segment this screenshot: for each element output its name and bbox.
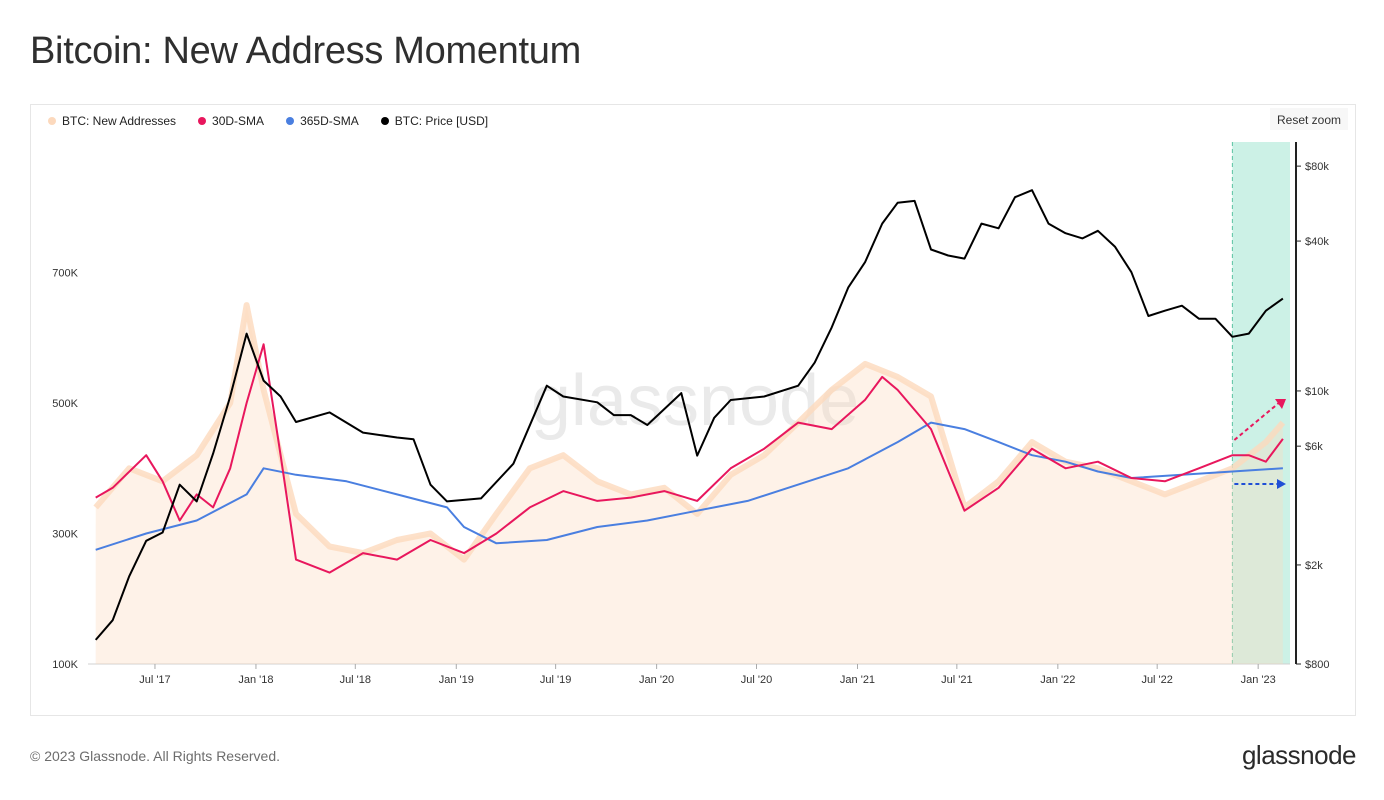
series-30d-sma-line[interactable] — [95, 343, 1284, 574]
legend-label-365d-sma: 365D-SMA — [300, 114, 359, 128]
x-tick-label: Jul '19 — [540, 674, 571, 686]
footer-logo: glassnode — [1241, 740, 1357, 770]
series-new-addresses-area — [95, 305, 1283, 664]
y-right-tick-label: $6k — [1305, 441, 1323, 453]
legend-marker-btc-price — [380, 117, 389, 125]
series-new-addresses-line[interactable] — [93, 302, 1286, 563]
annotation-arrowhead-365d-sma — [1277, 479, 1286, 489]
chart-panel — [30, 104, 1356, 716]
y-left-tick-label: 700K — [52, 268, 78, 280]
legend-item-30d-sma[interactable]: 30D-SMA — [198, 114, 264, 128]
y-right-tick-label: $80k — [1305, 161, 1329, 173]
x-tick-label: Jan '19 — [439, 674, 474, 686]
x-tick-label: Jul '17 — [139, 674, 170, 686]
legend-label-new-addresses: BTC: New Addresses — [62, 114, 177, 128]
series-365d-sma-line[interactable] — [95, 421, 1283, 551]
legend-item-new-addresses[interactable]: BTC: New Addresses — [48, 114, 176, 128]
annotation-arrowhead-30d-sma — [1275, 399, 1286, 409]
x-tick-label: Jul '20 — [741, 674, 772, 686]
y-right-tick-label: $40k — [1305, 236, 1329, 248]
y-right-tick-label: $800 — [1305, 659, 1329, 671]
x-tick-label: Jan '22 — [1040, 674, 1075, 686]
x-tick-label: Jul '22 — [1141, 674, 1172, 686]
y-left-tick-label: 500K — [52, 398, 78, 410]
y-left-tick-label: 300K — [52, 529, 78, 541]
x-tick-label: Jul '21 — [941, 674, 972, 686]
series-btc-price-line[interactable] — [94, 189, 1284, 641]
reset-zoom-button[interactable]: Reset zoom — [1270, 108, 1348, 130]
page-title: Bitcoin: New Address Momentum — [30, 30, 581, 72]
footer-copyright: © 2023 Glassnode. All Rights Reserved. — [30, 748, 281, 764]
legend-label-30d-sma: 30D-SMA — [212, 114, 265, 128]
y-right-tick-label: $10k — [1305, 386, 1329, 398]
x-tick-label: Jan '21 — [840, 674, 875, 686]
x-tick-label: Jan '23 — [1241, 674, 1276, 686]
legend-marker-30d-sma — [198, 117, 207, 125]
x-tick-label: Jul '18 — [340, 674, 371, 686]
annotation-arrow-30d-sma — [1233, 401, 1281, 441]
y-left-tick-label: 100K — [52, 659, 78, 671]
x-tick-label: Jan '18 — [238, 674, 273, 686]
chart-legend: BTC: New Addresses 30D-SMA 365D-SMA BTC:… — [48, 114, 488, 128]
y-right-tick-label: $2k — [1305, 560, 1323, 572]
legend-marker-365d-sma — [286, 117, 295, 125]
legend-label-btc-price: BTC: Price [USD] — [394, 114, 489, 128]
x-tick-label: Jan '20 — [639, 674, 674, 686]
legend-item-btc-price[interactable]: BTC: Price [USD] — [380, 114, 489, 128]
legend-item-365d-sma[interactable]: 365D-SMA — [286, 114, 359, 128]
legend-marker-new-addresses — [48, 117, 56, 125]
